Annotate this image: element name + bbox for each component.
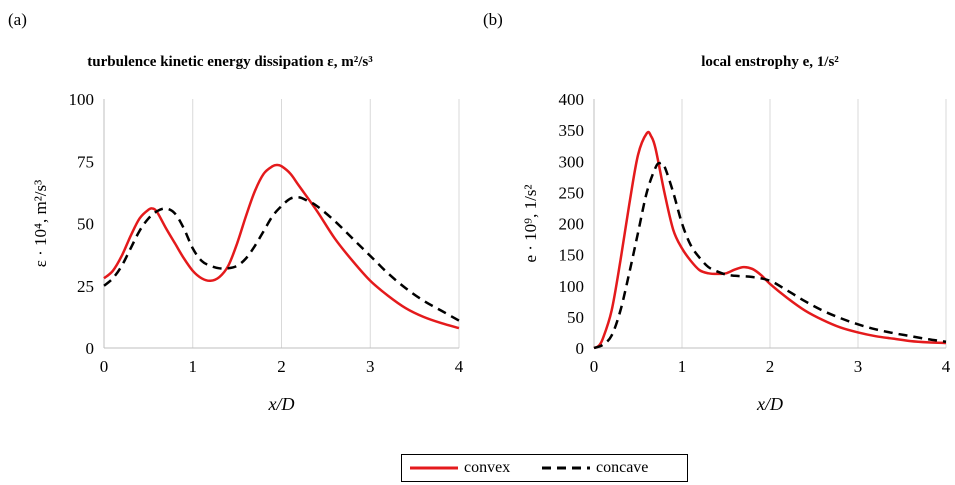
x-tick-a-4: 4 (455, 357, 464, 376)
series-line-b-concave (593, 161, 947, 350)
y-tick-b-150: 150 (559, 246, 585, 265)
series-line-a-convex (103, 163, 460, 330)
legend-convex-label: convex (464, 459, 511, 476)
y-tick-b-300: 300 (559, 152, 585, 171)
x-tick-b-2: 2 (766, 357, 775, 376)
y-tick-b-50: 50 (567, 308, 584, 327)
y-tick-a-75: 75 (77, 152, 94, 171)
series-line-a-concave (103, 195, 460, 322)
x-tick-b-4: 4 (942, 357, 951, 376)
series-line-b-convex (593, 130, 947, 350)
panel-label-b: (b) (483, 10, 503, 29)
legend-concave-label: concave (596, 459, 649, 476)
legend: convex concave (401, 454, 688, 482)
chart-b-title: local enstrophy e, 1/s² (701, 54, 839, 70)
y-tick-b-250: 250 (559, 183, 585, 202)
y-tick-a-50: 50 (77, 215, 94, 234)
y-axis-label-b: e · 10⁹, 1/s² (521, 184, 540, 262)
y-tick-b-350: 350 (559, 121, 585, 140)
y-tick-b-100: 100 (559, 277, 585, 296)
x-tick-a-0: 0 (100, 357, 109, 376)
chart-a-title: turbulence kinetic energy dissipation ε,… (87, 54, 373, 70)
x-tick-b-3: 3 (854, 357, 863, 376)
x-axis-label-a: x/D (268, 394, 295, 414)
x-tick-b-0: 0 (590, 357, 599, 376)
y-tick-b-200: 200 (559, 215, 585, 234)
panel-label-a: (a) (8, 10, 27, 29)
y-tick-a-0: 0 (86, 339, 95, 358)
x-tick-a-3: 3 (366, 357, 375, 376)
x-tick-a-2: 2 (277, 357, 286, 376)
y-tick-a-100: 100 (69, 90, 95, 109)
y-axis-label-a: ε · 10⁴, m²/s³ (31, 180, 50, 267)
x-axis-label-b: x/D (756, 394, 783, 414)
x-tick-a-1: 1 (189, 357, 198, 376)
y-tick-a-25: 25 (77, 277, 94, 296)
y-tick-b-400: 400 (559, 90, 585, 109)
y-tick-b-0: 0 (576, 339, 585, 358)
x-tick-b-1: 1 (678, 357, 687, 376)
